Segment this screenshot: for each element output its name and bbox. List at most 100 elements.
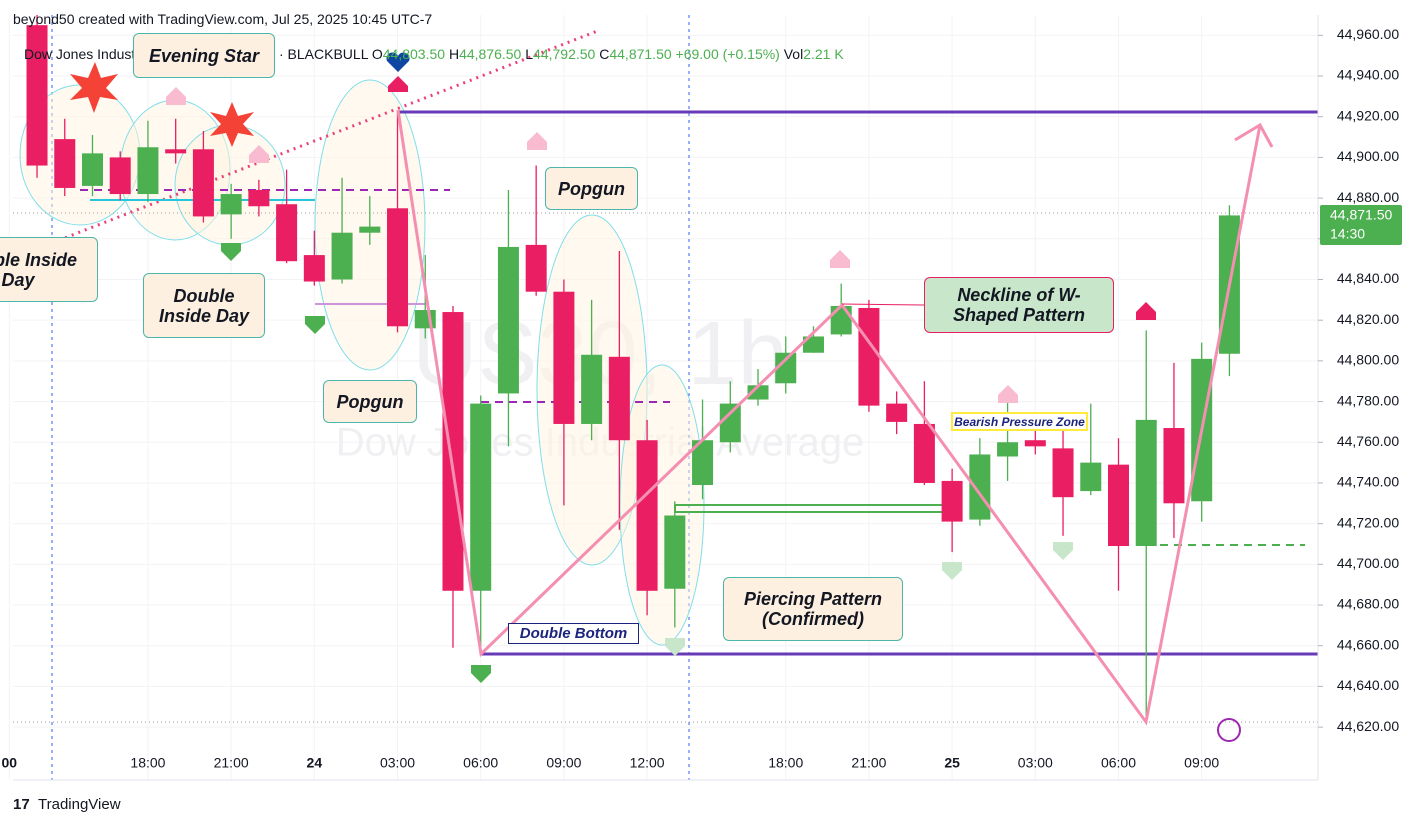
candle-body xyxy=(553,291,575,424)
burst-icon xyxy=(70,62,118,113)
x-tick-label: 25 xyxy=(944,755,960,771)
y-tick-label: 44,960.00 xyxy=(1337,26,1399,42)
y-tick-label: 44,940.00 xyxy=(1337,67,1399,83)
x-tick-label: 03:00 xyxy=(1018,755,1053,771)
candle-body xyxy=(830,305,852,335)
candle-body xyxy=(913,423,935,483)
candle-body xyxy=(192,149,214,217)
down-arrow xyxy=(665,638,685,656)
candle-body xyxy=(26,25,48,166)
candles xyxy=(26,15,1240,724)
x-tick-label: 12:00 xyxy=(630,755,665,771)
x-tick-label: 09:00 xyxy=(1184,755,1219,771)
axes: 44,620.00 44,640.00 44,660.00 44,680.00 44,7… xyxy=(2,26,1400,771)
candle-body xyxy=(1080,462,1102,492)
candle-body xyxy=(747,385,769,400)
zone xyxy=(674,504,946,513)
connector xyxy=(841,303,925,306)
x-tick-label: 21:00 xyxy=(851,755,886,771)
candle-body xyxy=(802,336,824,353)
candle-body xyxy=(109,157,131,195)
up-arrow xyxy=(388,76,408,92)
legend-key: O xyxy=(371,46,383,62)
burst-icon xyxy=(210,102,254,147)
y-tick-label: 44,660.00 xyxy=(1337,636,1399,652)
candle-body xyxy=(636,440,658,591)
candle-body xyxy=(525,244,547,292)
candle-body xyxy=(497,246,519,394)
legend-value: 44,803.50 xyxy=(382,46,446,62)
y-tick-label: 44,780.00 xyxy=(1337,392,1399,408)
legend-value: 44,876.50 xyxy=(459,46,522,62)
x-tick-label: 06:00 xyxy=(463,755,498,771)
annotation: Neckline of W-Shaped Pattern xyxy=(924,277,1114,333)
candle-body xyxy=(359,226,381,233)
annotation: Double Inside Day xyxy=(143,273,265,338)
candle-body xyxy=(997,442,1019,457)
y-tick-label: 44,820.00 xyxy=(1337,311,1399,327)
x-tick-label: 18:00 xyxy=(130,755,165,771)
up-arrow xyxy=(166,87,186,105)
annotation: Bearish Pressure Zone xyxy=(951,412,1088,431)
candle-body xyxy=(414,310,436,329)
candle-body xyxy=(276,204,298,262)
countdown: 14:30 xyxy=(1330,226,1365,242)
up-arrow xyxy=(998,385,1018,403)
x-tick-label: 06:00 xyxy=(1101,755,1136,771)
down-arrow xyxy=(942,562,962,580)
annotation: Piercing Pattern (Confirmed) xyxy=(723,577,903,641)
candle-body xyxy=(470,403,492,591)
candle-body xyxy=(719,403,741,443)
annotation: Double Inside Day xyxy=(0,237,98,302)
up-arrow xyxy=(830,250,850,268)
y-tick-label: 44,720.00 xyxy=(1337,514,1399,530)
w-pattern-line xyxy=(396,109,1262,726)
up-arrow xyxy=(1136,302,1156,320)
candle-body xyxy=(442,312,464,591)
arrow-head xyxy=(1234,122,1274,148)
overlay xyxy=(70,52,1274,742)
candle-body xyxy=(775,352,797,384)
heart-icon xyxy=(386,52,410,72)
legend-key: C xyxy=(599,46,610,62)
legend-change: +69.00 (+0.15%) xyxy=(675,46,780,62)
price-tag xyxy=(1320,205,1402,245)
y-tick-label: 44,620.00 xyxy=(1337,718,1399,734)
x-tick-label: 00 xyxy=(2,755,18,771)
y-tick-label: 44,920.00 xyxy=(1337,107,1399,123)
candle-body xyxy=(941,480,963,522)
y-tick-label: 44,900.00 xyxy=(1337,148,1399,164)
legend-value: 44,871.50 xyxy=(609,46,672,62)
legend-value: 44,792.50 xyxy=(533,46,596,62)
candle-body xyxy=(886,403,908,422)
candle-body xyxy=(165,149,187,154)
annotation: Evening Star xyxy=(133,33,275,78)
pattern-ellipse xyxy=(174,124,286,246)
legend-key: L xyxy=(525,46,534,62)
candle-body xyxy=(608,356,630,441)
attribution: beyond50 created with TradingView.com, J… xyxy=(13,11,433,27)
candle-body xyxy=(1108,464,1129,547)
candle-body xyxy=(581,354,603,424)
x-tick-label: 21:00 xyxy=(214,755,249,771)
candle-body xyxy=(54,139,76,188)
candle-body xyxy=(331,232,353,280)
candle-body xyxy=(137,147,159,195)
legend-key: Vol xyxy=(783,46,804,62)
x-tick-label: 03:00 xyxy=(380,755,415,771)
down-arrow xyxy=(1053,542,1073,560)
candle-body xyxy=(81,153,103,186)
legend-value: 2.21 K xyxy=(803,46,844,62)
alert-icon xyxy=(1217,718,1241,742)
candle-body xyxy=(969,454,991,520)
candle-body xyxy=(1135,419,1157,547)
candle-body xyxy=(387,208,409,327)
candle-body xyxy=(858,307,880,406)
x-tick-label: 24 xyxy=(307,755,323,771)
annotation: Popgun xyxy=(323,380,417,423)
x-tick-label: 18:00 xyxy=(768,755,803,771)
y-tick-label: 44,880.00 xyxy=(1337,189,1399,205)
y-tick-label: 44,760.00 xyxy=(1337,433,1399,449)
y-tick-label: 44,640.00 xyxy=(1337,677,1399,693)
up-arrow xyxy=(527,132,547,150)
